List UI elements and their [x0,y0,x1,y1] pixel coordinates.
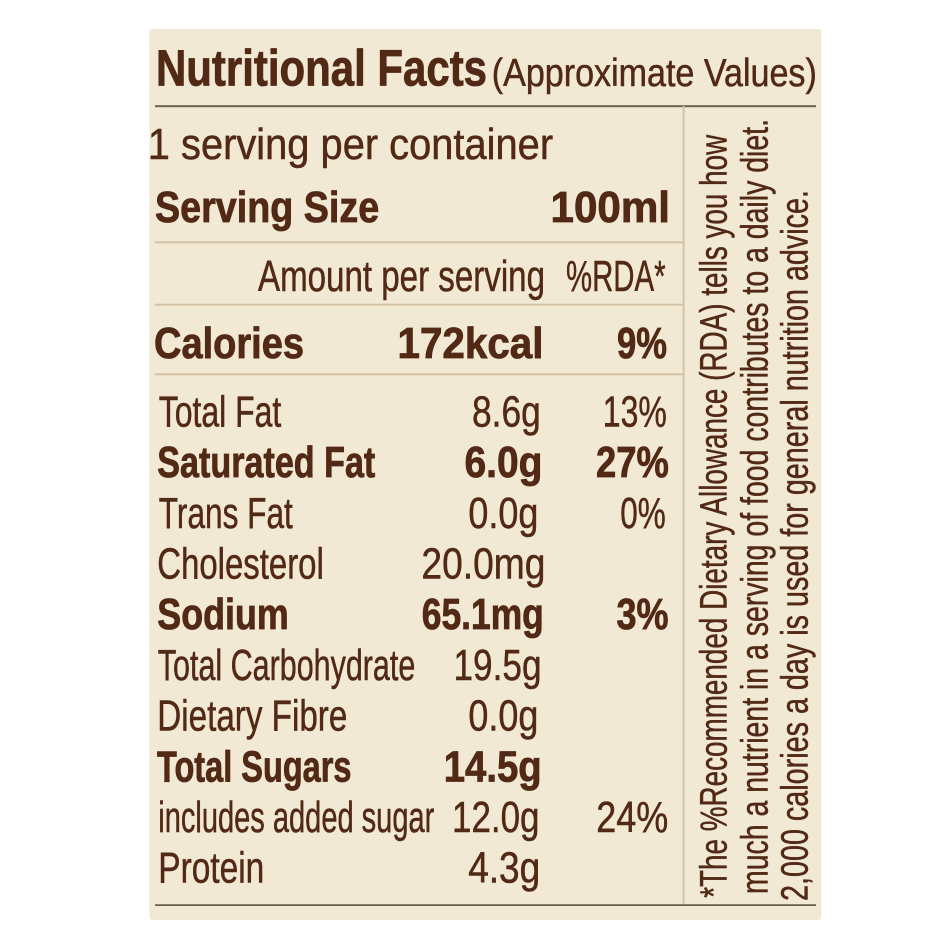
svg-text:Amount per serving: Amount per serving [258,252,545,301]
svg-text:9%: 9% [617,319,667,368]
svg-text:Total Carbohydrate: Total Carbohydrate [158,641,416,690]
svg-text:Saturated Fat: Saturated Fat [157,438,375,487]
svg-text:65.1mg: 65.1mg [422,590,544,639]
svg-text:20.0mg: 20.0mg [421,540,545,589]
svg-text:Protein: Protein [158,844,264,893]
svg-text:Trans Fat: Trans Fat [159,489,293,538]
svg-text:Dietary Fibre: Dietary Fibre [157,692,347,741]
svg-text:0%: 0% [620,489,666,538]
svg-text:6.0g: 6.0g [465,438,543,487]
svg-text:Nutritional Facts: Nutritional Facts [156,40,487,97]
svg-text:Cholesterol: Cholesterol [157,540,323,589]
svg-text:12.0g: 12.0g [452,793,540,842]
svg-text:Total Fat: Total Fat [159,387,281,436]
svg-text:Sodium: Sodium [157,590,288,639]
svg-text:Serving Size: Serving Size [155,183,379,232]
svg-text:(Approximate Values): (Approximate Values) [492,52,817,95]
svg-text:%RDA*: %RDA* [566,252,666,301]
svg-text:0.0g: 0.0g [468,489,538,538]
svg-text:Calories: Calories [154,319,304,368]
svg-text:172kcal: 172kcal [398,319,544,368]
svg-text:13%: 13% [603,387,667,436]
svg-text:0.0g: 0.0g [468,692,538,741]
svg-text:4.3g: 4.3g [468,844,540,893]
svg-text:14.5g: 14.5g [444,742,542,791]
svg-text:2,000 calories a day is used f: 2,000 calories a day is used for general… [775,190,817,901]
svg-text:100ml: 100ml [551,183,671,232]
svg-text:1 serving per container: 1 serving per container [148,120,553,169]
svg-text:24%: 24% [596,793,668,842]
svg-text:includes added sugar: includes added sugar [158,793,434,842]
svg-text:27%: 27% [596,438,669,487]
svg-text:Total Sugars: Total Sugars [157,742,352,791]
svg-text:8.6g: 8.6g [472,387,541,436]
svg-text:*The %Recommended Dietary Allo: *The %Recommended Dietary Allowance (RDA… [694,134,736,897]
svg-text:much a nutrient in a serving o: much a nutrient in a serving of food con… [735,119,777,894]
svg-text:19.5g: 19.5g [454,641,542,690]
svg-text:3%: 3% [617,590,669,639]
